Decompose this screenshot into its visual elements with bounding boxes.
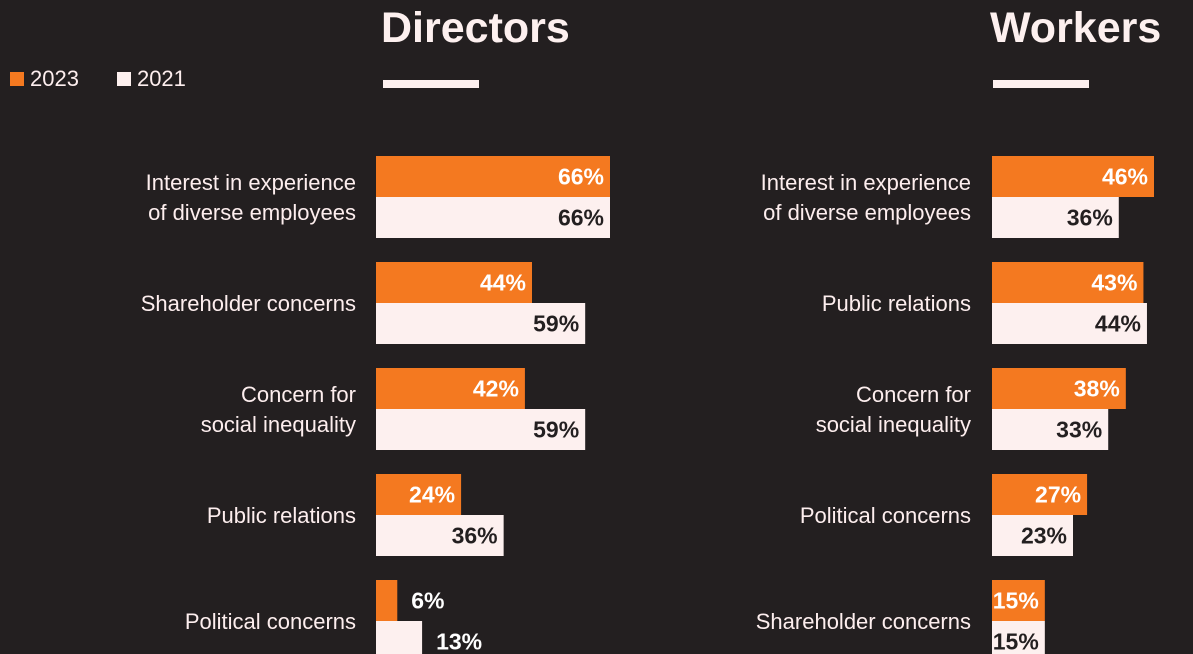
- legend-swatch-2021: [116, 72, 131, 86]
- directors-category-label-1: Shareholder concerns: [141, 291, 356, 316]
- directors-title: Directors: [381, 4, 570, 52]
- directors-category-label-3: Public relations: [207, 503, 356, 528]
- directors-value-label-2021-2: 59%: [533, 417, 579, 443]
- workers-value-label-2021-2: 33%: [1056, 417, 1102, 443]
- directors-value-label-2023-2: 42%: [473, 376, 519, 402]
- directors-category-label-4: Political concerns: [185, 609, 356, 634]
- directors-value-label-2023-3: 24%: [409, 482, 455, 508]
- directors-bar-2021-1: [376, 303, 586, 344]
- workers-category-label-2: Concern for social inequality: [816, 382, 971, 437]
- directors-bar-2023-0: [376, 156, 610, 197]
- workers-title: Workers: [990, 4, 1162, 52]
- workers-value-label-2023-3: 27%: [1035, 482, 1081, 508]
- workers-category-label-1: Public relations: [822, 291, 971, 316]
- workers-category-label-3: Political concerns: [800, 503, 971, 528]
- workers-value-label-2023-2: 38%: [1074, 376, 1120, 402]
- legend: 2023 2021: [10, 66, 224, 92]
- legend-label-2023: 2023: [30, 66, 79, 91]
- workers-bar-2023-3: [992, 474, 1088, 515]
- directors-value-label-2023-0: 66%: [558, 164, 604, 190]
- legend-label-2021: 2021: [136, 66, 186, 91]
- directors-title-underline: [383, 80, 479, 88]
- directors-bar-2023-3: [376, 474, 462, 515]
- directors-value-label-2021-4: 13%: [436, 629, 482, 654]
- workers-bar-2021-3: [992, 515, 1073, 556]
- workers-value-label-2023-0: 46%: [1102, 164, 1148, 190]
- directors-value-label-2021-3: 36%: [452, 523, 498, 549]
- directors-value-label-2021-0: 66%: [558, 205, 604, 231]
- directors-bar-2023-4: [376, 580, 398, 621]
- directors-value-label-2021-1: 59%: [533, 311, 579, 337]
- workers-value-label-2021-3: 23%: [1021, 523, 1067, 549]
- directors-category-label-0: Interest in experience of diverse employe…: [146, 170, 356, 225]
- directors-bar-2021-2: [376, 409, 586, 450]
- workers-category-label-4: Shareholder concerns: [756, 609, 971, 634]
- workers-value-label-2021-4: 15%: [993, 629, 1039, 654]
- workers-bar-2021-1: [992, 303, 1147, 344]
- directors-bar-2023-2: [376, 368, 525, 409]
- directors-value-label-2023-1: 44%: [480, 270, 526, 296]
- directors-bar-2021-3: [376, 515, 504, 556]
- workers-category-label-0: Interest in experience of diverse employe…: [761, 170, 971, 225]
- directors-bar-2021-4: [376, 621, 423, 654]
- workers-bar-2023-1: [992, 262, 1144, 303]
- directors-category-label-2: Concern for social inequality: [201, 382, 356, 437]
- legend-item-2023: 2023: [10, 66, 79, 92]
- workers-bar-2023-4: [992, 580, 1045, 621]
- workers-value-label-2023-1: 43%: [1091, 270, 1137, 296]
- directors-bar-2021-0: [376, 197, 610, 238]
- workers-bar-2021-4: [992, 621, 1045, 654]
- workers-value-label-2021-0: 36%: [1067, 205, 1113, 231]
- legend-swatch-2023: [10, 72, 24, 86]
- workers-bar-2023-2: [992, 368, 1126, 409]
- workers-value-label-2021-1: 44%: [1095, 311, 1141, 337]
- directors-bar-2023-1: [376, 262, 532, 303]
- directors-value-label-2023-4: 6%: [411, 588, 444, 614]
- workers-bar-2023-0: [992, 156, 1154, 197]
- legend-item-2021: 2021: [116, 66, 186, 92]
- workers-bar-2021-0: [992, 197, 1119, 238]
- workers-bar-2021-2: [992, 409, 1109, 450]
- workers-value-label-2023-4: 15%: [993, 588, 1039, 614]
- workers-title-underline: [993, 80, 1089, 88]
